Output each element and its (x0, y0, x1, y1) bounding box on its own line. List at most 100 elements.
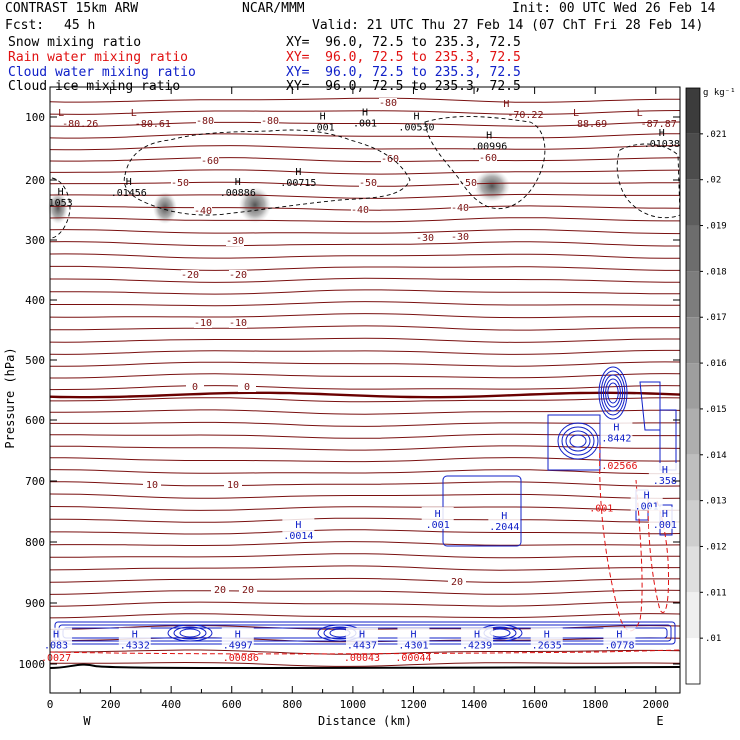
temperature-label-bg (201, 156, 219, 166)
temperature-label-bg (143, 480, 161, 490)
temperature-contour-label: -60 (479, 153, 497, 164)
colorbar-tick-label: .02 (705, 176, 721, 186)
temperature-contour (50, 361, 681, 367)
x-axis-west-label: W (83, 714, 91, 728)
x-tick-label: 1000 (340, 698, 367, 711)
snow-shade-blob (48, 192, 68, 224)
temperature-contour-label: -40 (194, 206, 212, 217)
temperature-contour (49, 217, 680, 223)
cloud-water-extremum-marker: H (132, 630, 138, 641)
x-tick-label: 1600 (521, 698, 548, 711)
temperature-contour-label: -80 (261, 116, 279, 127)
cloud-water-extremum-marker: H (662, 509, 668, 520)
field-name-cloud-water: Cloud water mixing ratio (8, 65, 196, 80)
temperature-contour-label: -60 (201, 156, 219, 167)
cloud-water-extremum-marker: H (613, 422, 619, 433)
temperature-contour (50, 301, 680, 307)
cloud-water-extremum-marker: H (644, 491, 650, 502)
colorbar-segment (686, 408, 700, 455)
cloud-water-extremum-marker: H (53, 630, 59, 641)
temperature-label-bg (451, 203, 469, 213)
snow-extremum-value: .00886 (220, 188, 256, 199)
x-axis-east-label: E (656, 714, 663, 728)
temperature-contour (49, 193, 680, 199)
forecast-label: Fcst: (5, 18, 45, 33)
temperature-contour (50, 553, 681, 559)
x-tick-label: 600 (222, 698, 242, 711)
temperature-label-bg (239, 585, 257, 595)
snow-contour (123, 129, 411, 216)
cloud-water-label-bg (603, 627, 636, 650)
y-tick-label: 700 (25, 475, 45, 488)
colorbar-segment (686, 363, 700, 409)
colorbar-tick-label: .013 (705, 497, 727, 507)
temperature-contour (49, 157, 681, 163)
cloud-water-contour (598, 366, 628, 420)
snow-extremum-marker: H (295, 167, 301, 178)
temperature-contour-label: -50 (459, 178, 477, 189)
x-tick-label: 0 (47, 698, 54, 711)
y-tick-label: 100 (25, 111, 45, 124)
snow-extremum-marker: H (58, 187, 64, 198)
temperature-extremum-marker: L (573, 108, 579, 119)
rain-extremum-value: .001 (589, 504, 613, 515)
cloud-water-label-bg (397, 627, 430, 650)
temperature-contour (49, 229, 681, 235)
temperature-label-bg (459, 178, 477, 188)
temperature-contour-label: -40 (351, 205, 369, 216)
temperature-label-bg (381, 154, 399, 164)
temperature-contour-label: 20 (451, 577, 463, 588)
temperature-label-bg (211, 585, 229, 595)
temperature-contour-label: 10 (146, 480, 158, 491)
rain-extremum-value: .00043 (344, 653, 380, 664)
temperature-label-bg (224, 480, 242, 490)
temperature-contour (50, 289, 680, 295)
temperature-contour-label: -20 (229, 270, 247, 281)
temperature-contour (50, 433, 680, 439)
snow-extremum-value: .001 (353, 118, 377, 129)
colorbar-tick-label: .017 (705, 313, 727, 323)
temperature-contour-label: 0 (244, 382, 250, 393)
temperature-contour-label: -80 (196, 116, 214, 127)
temperature-contour (49, 325, 681, 331)
temperature-contour (49, 493, 681, 499)
temperature-label-bg (186, 382, 204, 392)
temperature-contour (50, 529, 681, 535)
plot-frame (49, 86, 681, 694)
x-tick-label: 2000 (643, 698, 670, 711)
rain-contour (49, 649, 681, 655)
valid-time: Valid: 21 UTC Thu 27 Feb 14 (07 ChT Fri … (312, 18, 704, 33)
cloud-water-extremum-value: .083 (44, 641, 68, 652)
snow-shade-blob (153, 192, 177, 224)
temperature-label-bg (261, 116, 279, 126)
temperature-contour (49, 313, 680, 319)
cloud-water-label-bg (648, 463, 681, 485)
rain-extremum-value: .02566 (601, 461, 637, 472)
colorbar-segment (686, 454, 700, 501)
y-tick-label: 600 (25, 414, 45, 427)
temperature-contour-label: -50 (171, 178, 189, 189)
snow-shade-blob (239, 187, 271, 223)
snow-extremum-value: .01038 (644, 139, 680, 150)
cloud-water-extremum-marker: H (235, 630, 241, 641)
init-time: Init: 00 UTC Wed 26 Feb 14 (512, 1, 716, 16)
cloud-water-extremum-value: .4239 (462, 641, 492, 652)
temperature-extremum-value: 88.69 (577, 119, 607, 130)
temperature-contour-label: 20 (214, 585, 226, 596)
cloud-water-label-bg (421, 506, 454, 529)
x-tick-label: 1800 (582, 698, 609, 711)
snow-extremum-marker: H (126, 177, 132, 188)
colorbar-segment (686, 500, 700, 547)
x-tick-label: 200 (101, 698, 121, 711)
cloud-water-contour (569, 434, 587, 448)
cloud-water-label-bg (221, 627, 254, 650)
temperature-label-bg (229, 270, 247, 280)
colorbar-segment (686, 179, 700, 226)
temperature-extremum-marker: H (503, 99, 509, 110)
temperature-label-bg (448, 577, 466, 587)
cloud-water-label-bg (118, 627, 151, 650)
model-title: CONTRAST 15km ARW (5, 1, 139, 16)
temperature-contour (50, 265, 680, 271)
rain-extremum-value: .00044 (395, 653, 431, 664)
colorbar-segment (686, 317, 700, 364)
